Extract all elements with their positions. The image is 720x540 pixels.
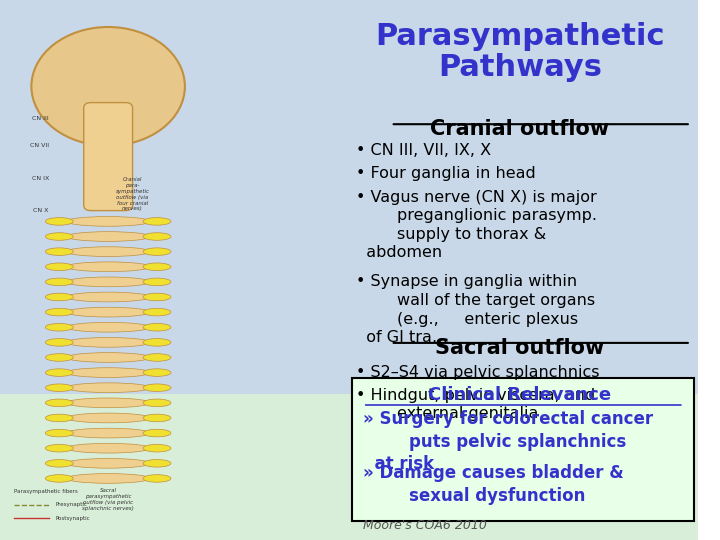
Ellipse shape: [66, 428, 150, 438]
Ellipse shape: [45, 233, 73, 240]
Ellipse shape: [45, 248, 73, 255]
Ellipse shape: [66, 247, 150, 256]
Text: Presynaptic: Presynaptic: [56, 502, 88, 508]
Ellipse shape: [143, 308, 171, 316]
Text: • Synapse in ganglia within
        wall of the target organs
        (e.g.,    : • Synapse in ganglia within wall of the …: [356, 274, 595, 345]
Ellipse shape: [66, 338, 150, 347]
Ellipse shape: [45, 369, 73, 376]
Ellipse shape: [143, 248, 171, 255]
Text: • Vagus nerve (CN X) is major
        preganglionic parasymp.
        supply to : • Vagus nerve (CN X) is major preganglio…: [356, 190, 597, 260]
Ellipse shape: [66, 474, 150, 483]
Ellipse shape: [66, 443, 150, 453]
Ellipse shape: [45, 444, 73, 452]
Ellipse shape: [66, 413, 150, 423]
Ellipse shape: [66, 307, 150, 317]
Text: • CN III, VII, IX, X: • CN III, VII, IX, X: [356, 143, 491, 158]
FancyBboxPatch shape: [84, 103, 132, 211]
Ellipse shape: [45, 429, 73, 437]
Ellipse shape: [143, 218, 171, 225]
Ellipse shape: [45, 308, 73, 316]
Ellipse shape: [45, 218, 73, 225]
Ellipse shape: [45, 263, 73, 271]
FancyBboxPatch shape: [342, 0, 698, 394]
Ellipse shape: [66, 232, 150, 241]
Ellipse shape: [66, 292, 150, 302]
Ellipse shape: [66, 383, 150, 393]
Text: Cranial outflow: Cranial outflow: [431, 119, 609, 139]
Text: CN X: CN X: [33, 208, 49, 213]
Ellipse shape: [143, 384, 171, 392]
Ellipse shape: [66, 217, 150, 226]
Text: CN IX: CN IX: [32, 176, 49, 181]
Text: » Surgery for colorectal cancer
        puts pelvic splanchnics
  at risk: » Surgery for colorectal cancer puts pel…: [363, 410, 653, 473]
Ellipse shape: [143, 429, 171, 437]
Text: Cranial
para-
sympathetic
outflow (via
four cranial
nerves): Cranial para- sympathetic outflow (via f…: [116, 178, 150, 211]
FancyBboxPatch shape: [352, 378, 694, 521]
Text: CN VII: CN VII: [30, 143, 49, 148]
Ellipse shape: [143, 399, 171, 407]
Text: • S2–S4 via pelvic splanchnics: • S2–S4 via pelvic splanchnics: [356, 364, 599, 380]
Text: Moore's COA6 2010: Moore's COA6 2010: [363, 519, 487, 532]
Text: Postsynaptic: Postsynaptic: [56, 516, 91, 521]
Text: Clinical Relevance: Clinical Relevance: [428, 386, 611, 404]
Ellipse shape: [45, 414, 73, 422]
Text: • Hindgut, pelvic viscera, and
        external genitalia: • Hindgut, pelvic viscera, and external …: [356, 388, 595, 421]
Ellipse shape: [143, 293, 171, 301]
FancyBboxPatch shape: [0, 0, 342, 394]
Text: Sacral outflow: Sacral outflow: [435, 338, 604, 357]
Text: Parasympathetic fibers: Parasympathetic fibers: [14, 489, 78, 494]
Ellipse shape: [45, 399, 73, 407]
Ellipse shape: [143, 369, 171, 376]
Ellipse shape: [45, 384, 73, 392]
Ellipse shape: [143, 460, 171, 467]
Text: • Four ganglia in head: • Four ganglia in head: [356, 166, 536, 181]
FancyBboxPatch shape: [0, 394, 342, 540]
Ellipse shape: [32, 27, 185, 146]
Ellipse shape: [143, 414, 171, 422]
Ellipse shape: [45, 293, 73, 301]
Ellipse shape: [143, 323, 171, 331]
Text: » Damage causes bladder &
        sexual dysfunction: » Damage causes bladder & sexual dysfunc…: [363, 464, 624, 504]
Text: Sacral
parasympathetic
outflow (via pelvic
splanchnic nerves): Sacral parasympathetic outflow (via pelv…: [82, 488, 134, 511]
Ellipse shape: [143, 263, 171, 271]
Ellipse shape: [66, 262, 150, 272]
Text: Parasympathetic
Pathways: Parasympathetic Pathways: [375, 22, 665, 82]
Ellipse shape: [143, 233, 171, 240]
Ellipse shape: [66, 458, 150, 468]
Ellipse shape: [143, 278, 171, 286]
Ellipse shape: [143, 444, 171, 452]
Ellipse shape: [66, 277, 150, 287]
Ellipse shape: [45, 278, 73, 286]
Ellipse shape: [66, 353, 150, 362]
Ellipse shape: [45, 339, 73, 346]
Ellipse shape: [66, 368, 150, 377]
FancyBboxPatch shape: [342, 394, 698, 540]
Text: CN III: CN III: [32, 116, 49, 122]
Ellipse shape: [45, 323, 73, 331]
Ellipse shape: [45, 460, 73, 467]
Ellipse shape: [143, 354, 171, 361]
Ellipse shape: [66, 322, 150, 332]
Ellipse shape: [66, 398, 150, 408]
FancyBboxPatch shape: [0, 0, 342, 540]
Ellipse shape: [143, 475, 171, 482]
Ellipse shape: [143, 339, 171, 346]
Ellipse shape: [45, 354, 73, 361]
Ellipse shape: [45, 475, 73, 482]
